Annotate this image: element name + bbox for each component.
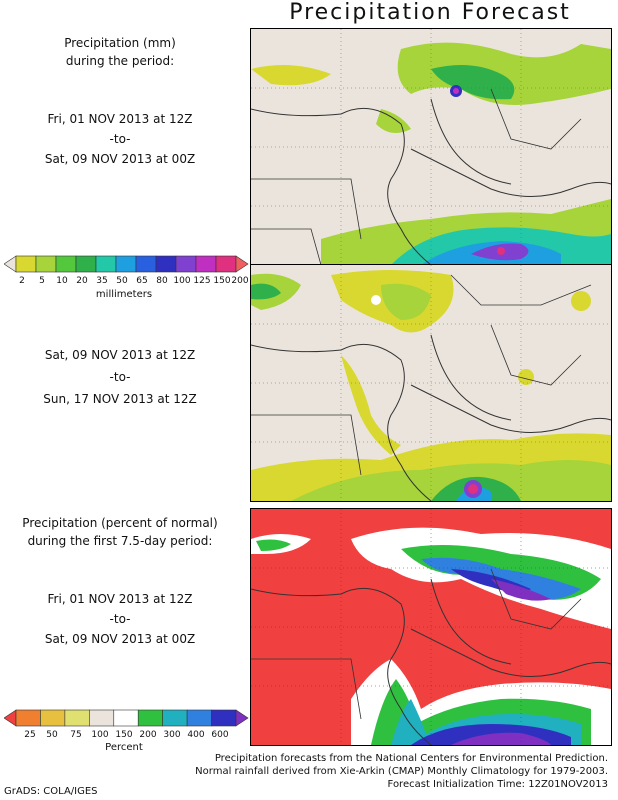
colorbar-swatch [15,709,41,727]
colorbar-swatch [175,255,197,273]
mm-tick: 35 [96,276,108,286]
colorbar-swatch [113,709,139,727]
colorbar-swatch [64,709,90,727]
colorbar-percent-ticks: 25 50 75 100 150 200 300 400 600 [4,730,250,742]
colorbar-swatch [75,255,97,273]
panel2-start-date: Sat, 09 NOV 2013 at 12Z [44,348,196,362]
mm-tick: 125 [193,276,211,286]
colorbar-swatch [155,255,177,273]
pct-tick: 300 [163,730,181,740]
credit-line-3: Forecast Initialization Time: 12Z01NOV20… [387,779,608,790]
credits: Precipitation forecasts from the Nationa… [195,752,608,791]
pct-tick: 400 [187,730,205,740]
colorbar-swatch [137,709,163,727]
panel1-heading-line1: Precipitation (mm) [64,36,176,50]
panel2-end-date: Sun, 17 NOV 2013 at 12Z [43,392,197,406]
colorbar-mm-unit: millimeters [95,289,153,300]
colorbar-swatch [211,709,237,727]
mm-tick: 100 [173,276,191,286]
colorbar-swatch [215,255,237,273]
colorbar-swatch [135,255,157,273]
mm-tick: 65 [136,276,148,286]
map-panel-precip-week2 [250,264,612,502]
colorbar-swatch [115,255,137,273]
mm-tick: 80 [156,276,168,286]
colorbar-swatch [235,255,249,273]
mm-tick: 10 [56,276,68,286]
pct-tick: 75 [70,730,82,740]
colorbar-percent [4,709,249,727]
panel3-end-date: Sat, 09 NOV 2013 at 00Z [44,632,196,646]
pct-tick: 200 [139,730,157,740]
colorbar-swatch [55,255,77,273]
footer-credit: GrADS: COLA/IGES [4,786,98,797]
colorbar-percent-unit: Percent [105,742,143,753]
credit-line-2: Normal rainfall derived from Xie-Arkin (… [195,766,608,777]
panel3-heading-line1: Precipitation (percent of normal) [22,516,218,530]
colorbar-swatch [186,709,212,727]
colorbar-swatch [95,255,117,273]
pct-tick: 600 [211,730,229,740]
colorbar-swatch [15,255,37,273]
colorbar-swatch [235,709,249,727]
panel3-start-date: Fri, 01 NOV 2013 at 12Z [47,592,193,606]
pct-tick: 25 [24,730,36,740]
pct-tick: 150 [115,730,133,740]
panel3-heading-line2: during the first 7.5-day period: [27,534,213,548]
colorbar-swatch [4,709,17,727]
panel3-to: -to- [109,612,131,626]
mm-tick: 20 [76,276,88,286]
mm-tick: 150 [213,276,231,286]
colorbar-swatch [162,709,188,727]
colorbar-swatch [195,255,217,273]
panel2-to: -to- [109,370,131,384]
colorbar-mm [4,255,249,273]
page-title: Precipitation Forecast [289,0,571,25]
colorbar-mm-ticks: 2 5 10 20 35 50 65 80 100 125 150 200 [4,276,250,288]
colorbar-swatch [4,255,17,273]
panel1-end-date: Sat, 09 NOV 2013 at 00Z [44,152,196,166]
pct-tick: 50 [46,730,58,740]
credit-line-1: Precipitation forecasts from the Nationa… [214,753,608,764]
panel1-to: -to- [109,132,131,146]
colorbar-swatch [40,709,66,727]
map-panel-percent-of-normal [250,508,612,746]
mm-tick: 200 [231,276,249,286]
mm-tick: 2 [19,276,25,286]
panel1-heading-line2: during the period: [65,54,175,68]
pct-tick: 100 [91,730,109,740]
colorbar-swatch [35,255,57,273]
colorbar-swatch [89,709,115,727]
mm-tick: 50 [116,276,128,286]
mm-tick: 5 [39,276,45,286]
map-panel-precip-week1 [250,28,612,266]
panel1-start-date: Fri, 01 NOV 2013 at 12Z [47,112,193,126]
